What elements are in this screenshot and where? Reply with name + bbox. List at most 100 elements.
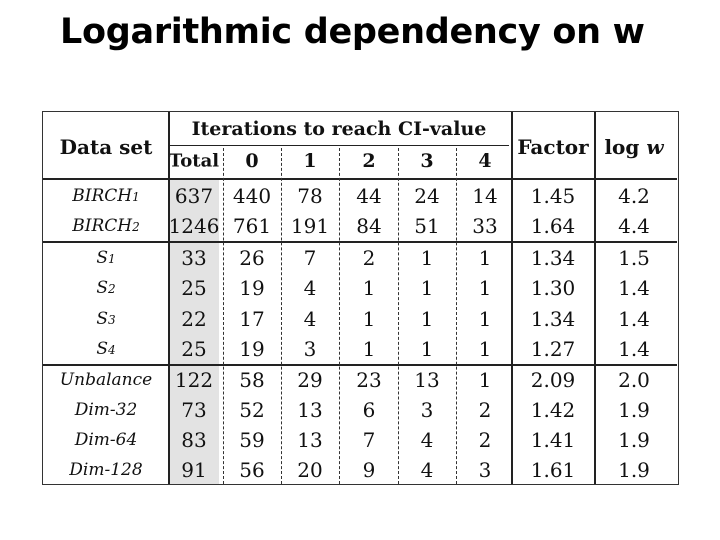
cell-it0: 761 [232, 214, 272, 238]
cell-it0: 19 [239, 337, 265, 361]
cell-it4: 33 [472, 214, 498, 238]
dataset-label: S [96, 278, 109, 298]
cell-it4: 2 [478, 428, 492, 452]
iteration-separator [398, 148, 399, 484]
header-factor: Factor [517, 135, 589, 159]
cell-it0: 17 [239, 307, 265, 331]
cell-it0: 52 [239, 398, 265, 422]
header-log-w: log w [604, 135, 663, 159]
cell-it4: 1 [478, 337, 492, 361]
cell-it2: 7 [362, 428, 376, 452]
cell-total: 25 [181, 337, 207, 361]
header-iterations: Iterations to reach CI-value [191, 118, 487, 140]
cell-it4: 2 [478, 398, 492, 422]
cell-it0: 58 [239, 368, 265, 392]
cell-it2: 23 [356, 368, 382, 392]
total-column-shade [169, 178, 219, 484]
cell-log-w: 4.2 [618, 184, 650, 208]
group-divider [43, 364, 677, 366]
cell-it2: 1 [362, 307, 376, 331]
header-log-prefix: log [604, 135, 647, 159]
cell-total: 91 [181, 458, 207, 482]
dataset-label: S [96, 248, 109, 268]
cell-total: 1246 [168, 214, 220, 238]
cell-factor: 1.27 [530, 337, 576, 361]
dataset-label: BIRCH [72, 186, 133, 206]
subheader-total: Total [168, 150, 220, 172]
cell-factor: 2.09 [530, 368, 576, 392]
iteration-separator [223, 148, 224, 484]
group-divider [43, 241, 677, 243]
dataset-label: Dim-32 [74, 400, 138, 420]
cell-it2: 44 [356, 184, 382, 208]
cell-it3: 4 [420, 458, 434, 482]
cell-factor: 1.41 [530, 428, 576, 452]
dataset-name: Dim-32 [75, 400, 138, 420]
subheader-iter-3: 3 [420, 150, 434, 172]
cell-total: 73 [181, 398, 207, 422]
cell-total: 83 [181, 428, 207, 452]
cell-it1: 20 [297, 458, 323, 482]
dataset-subscript: 3 [108, 313, 116, 327]
subheader-iter-0: 0 [245, 150, 259, 172]
dataset-name: S2 [96, 278, 115, 298]
cell-it2: 2 [362, 246, 376, 270]
dataset-label: Unbalance [59, 370, 153, 390]
cell-log-w: 2.0 [618, 368, 650, 392]
dataset-name: S3 [96, 309, 115, 329]
dataset-label: Dim-128 [69, 460, 143, 480]
cell-total: 22 [181, 307, 207, 331]
cell-it1: 4 [303, 307, 317, 331]
dataset-name: BIRCH1 [72, 186, 139, 206]
iteration-separator [281, 148, 282, 484]
subheader-iter-1: 1 [303, 150, 317, 172]
iteration-separator [456, 148, 457, 484]
cell-it3: 4 [420, 428, 434, 452]
cell-it0: 26 [239, 246, 265, 270]
cell-total: 25 [181, 276, 207, 300]
cell-it0: 56 [239, 458, 265, 482]
cell-total: 637 [174, 184, 214, 208]
iteration-separator [339, 148, 340, 484]
cell-it2: 84 [356, 214, 382, 238]
cell-factor: 1.45 [530, 184, 576, 208]
cell-it3: 51 [414, 214, 440, 238]
cell-it3: 13 [414, 368, 440, 392]
dataset-label: S [96, 309, 109, 329]
cell-it1: 3 [303, 337, 317, 361]
cell-it3: 24 [414, 184, 440, 208]
subheader-iter-4: 4 [478, 150, 492, 172]
dataset-subscript: 2 [108, 282, 116, 296]
cell-factor: 1.64 [530, 214, 576, 238]
cell-it1: 4 [303, 276, 317, 300]
cell-total: 122 [174, 368, 214, 392]
cell-factor: 1.34 [530, 307, 576, 331]
cell-it2: 1 [362, 337, 376, 361]
dataset-name: S1 [96, 248, 115, 268]
iterations-underline [169, 145, 509, 147]
column-rule [511, 112, 513, 484]
cell-log-w: 1.9 [618, 428, 650, 452]
cell-it3: 3 [420, 398, 434, 422]
dataset-label: S [96, 339, 109, 359]
results-table: Data set Iterations to reach CI-value Fa… [42, 111, 679, 485]
cell-factor: 1.30 [530, 276, 576, 300]
dataset-name: Dim-128 [69, 460, 142, 480]
cell-log-w: 1.9 [618, 398, 650, 422]
cell-log-w: 4.4 [618, 214, 650, 238]
cell-it4: 1 [478, 276, 492, 300]
dataset-name: Dim-64 [75, 430, 138, 450]
cell-it0: 19 [239, 276, 265, 300]
cell-it0: 59 [239, 428, 265, 452]
cell-it3: 1 [420, 246, 434, 270]
header-log-var: w [646, 135, 664, 159]
column-rule [594, 112, 596, 484]
dataset-label: Dim-64 [74, 430, 138, 450]
cell-it3: 1 [420, 276, 434, 300]
cell-it4: 1 [478, 307, 492, 331]
column-rule [168, 112, 170, 484]
cell-it4: 3 [478, 458, 492, 482]
dataset-name: BIRCH2 [72, 216, 139, 236]
subheader-iter-2: 2 [362, 150, 376, 172]
cell-it0: 440 [232, 184, 272, 208]
